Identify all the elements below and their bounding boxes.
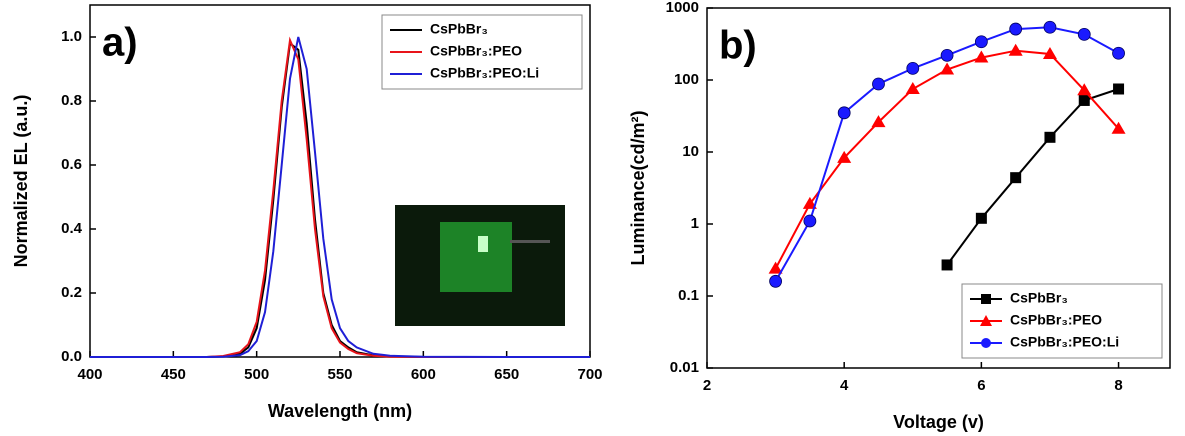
x-axis-title: Wavelength (nm) (268, 401, 412, 421)
x-tick-label: 400 (77, 366, 102, 383)
series-line (90, 36, 590, 358)
y-axis-title: Normalized EL (a.u.) (11, 95, 31, 268)
marker (1044, 131, 1056, 143)
x-tick-label: 4 (840, 377, 849, 394)
x-tick-label: 650 (494, 366, 519, 383)
marker (1043, 20, 1057, 34)
marker (1009, 22, 1023, 36)
marker (837, 106, 851, 120)
legend-label: CsPbBr₃ (430, 21, 488, 37)
inset-photo (395, 205, 565, 326)
marker (975, 212, 987, 224)
series-line (90, 36, 590, 358)
marker (872, 77, 885, 91)
legend-label: CsPbBr₃ (1010, 290, 1068, 306)
marker (1042, 46, 1057, 59)
legend-label: CsPbBr₃:PEO:Li (430, 65, 539, 81)
marker (974, 35, 988, 49)
marker (768, 261, 783, 274)
marker (1008, 43, 1023, 56)
marker (837, 150, 852, 163)
marker (940, 48, 954, 62)
legend-label: CsPbBr₃:PEO (430, 43, 522, 59)
y-tick-label: 0.6 (61, 156, 82, 173)
marker (871, 115, 886, 128)
y-tick-label: 0.4 (61, 220, 83, 237)
series-line (774, 49, 1120, 270)
y-tick-label: 0.01 (670, 359, 699, 376)
y-tick-label: 1 (691, 215, 699, 232)
legend-marker (981, 294, 991, 304)
y-tick-label: 1000 (666, 0, 699, 16)
y-tick-label: 100 (674, 71, 699, 88)
plot-frame (706, 7, 1171, 369)
x-axis-title: Voltage (v) (893, 412, 984, 432)
marker (905, 81, 920, 94)
marker (906, 61, 920, 75)
y-tick-label: 0.0 (61, 348, 82, 365)
x-tick-label: 550 (327, 366, 352, 383)
marker (802, 196, 817, 209)
marker (1111, 121, 1126, 134)
x-tick-label: 700 (577, 366, 602, 383)
marker (941, 259, 953, 271)
legend-marker (980, 315, 992, 326)
x-tick-label: 500 (244, 366, 269, 383)
x-tick-label: 2 (703, 377, 711, 394)
x-tick-label: 8 (1114, 377, 1122, 394)
marker (1010, 172, 1022, 184)
y-tick-label: 1.0 (61, 28, 82, 45)
panel-label: a) (102, 21, 138, 65)
x-tick-label: 600 (411, 366, 436, 383)
panel-label: b) (719, 24, 757, 68)
legend-marker (981, 338, 991, 348)
y-tick-label: 0.2 (61, 284, 82, 301)
marker (1078, 94, 1090, 106)
marker (769, 274, 782, 288)
marker (1077, 83, 1092, 96)
series-line (946, 88, 1119, 266)
marker (940, 62, 955, 75)
legend-label: CsPbBr₃:PEO (1010, 312, 1102, 328)
y-axis-title: Luminance(cd/m²) (628, 110, 648, 265)
marker (1077, 27, 1091, 41)
marker (974, 50, 989, 63)
marker (1113, 83, 1125, 95)
y-tick-label: 0.1 (678, 287, 699, 304)
marker (803, 214, 817, 228)
marker (1112, 46, 1125, 60)
x-tick-label: 450 (161, 366, 186, 383)
x-tick-label: 6 (977, 377, 985, 394)
legend-label: CsPbBr₃:PEO:Li (1010, 334, 1119, 350)
y-tick-label: 0.8 (61, 92, 82, 109)
y-tick-label: 10 (682, 143, 699, 160)
